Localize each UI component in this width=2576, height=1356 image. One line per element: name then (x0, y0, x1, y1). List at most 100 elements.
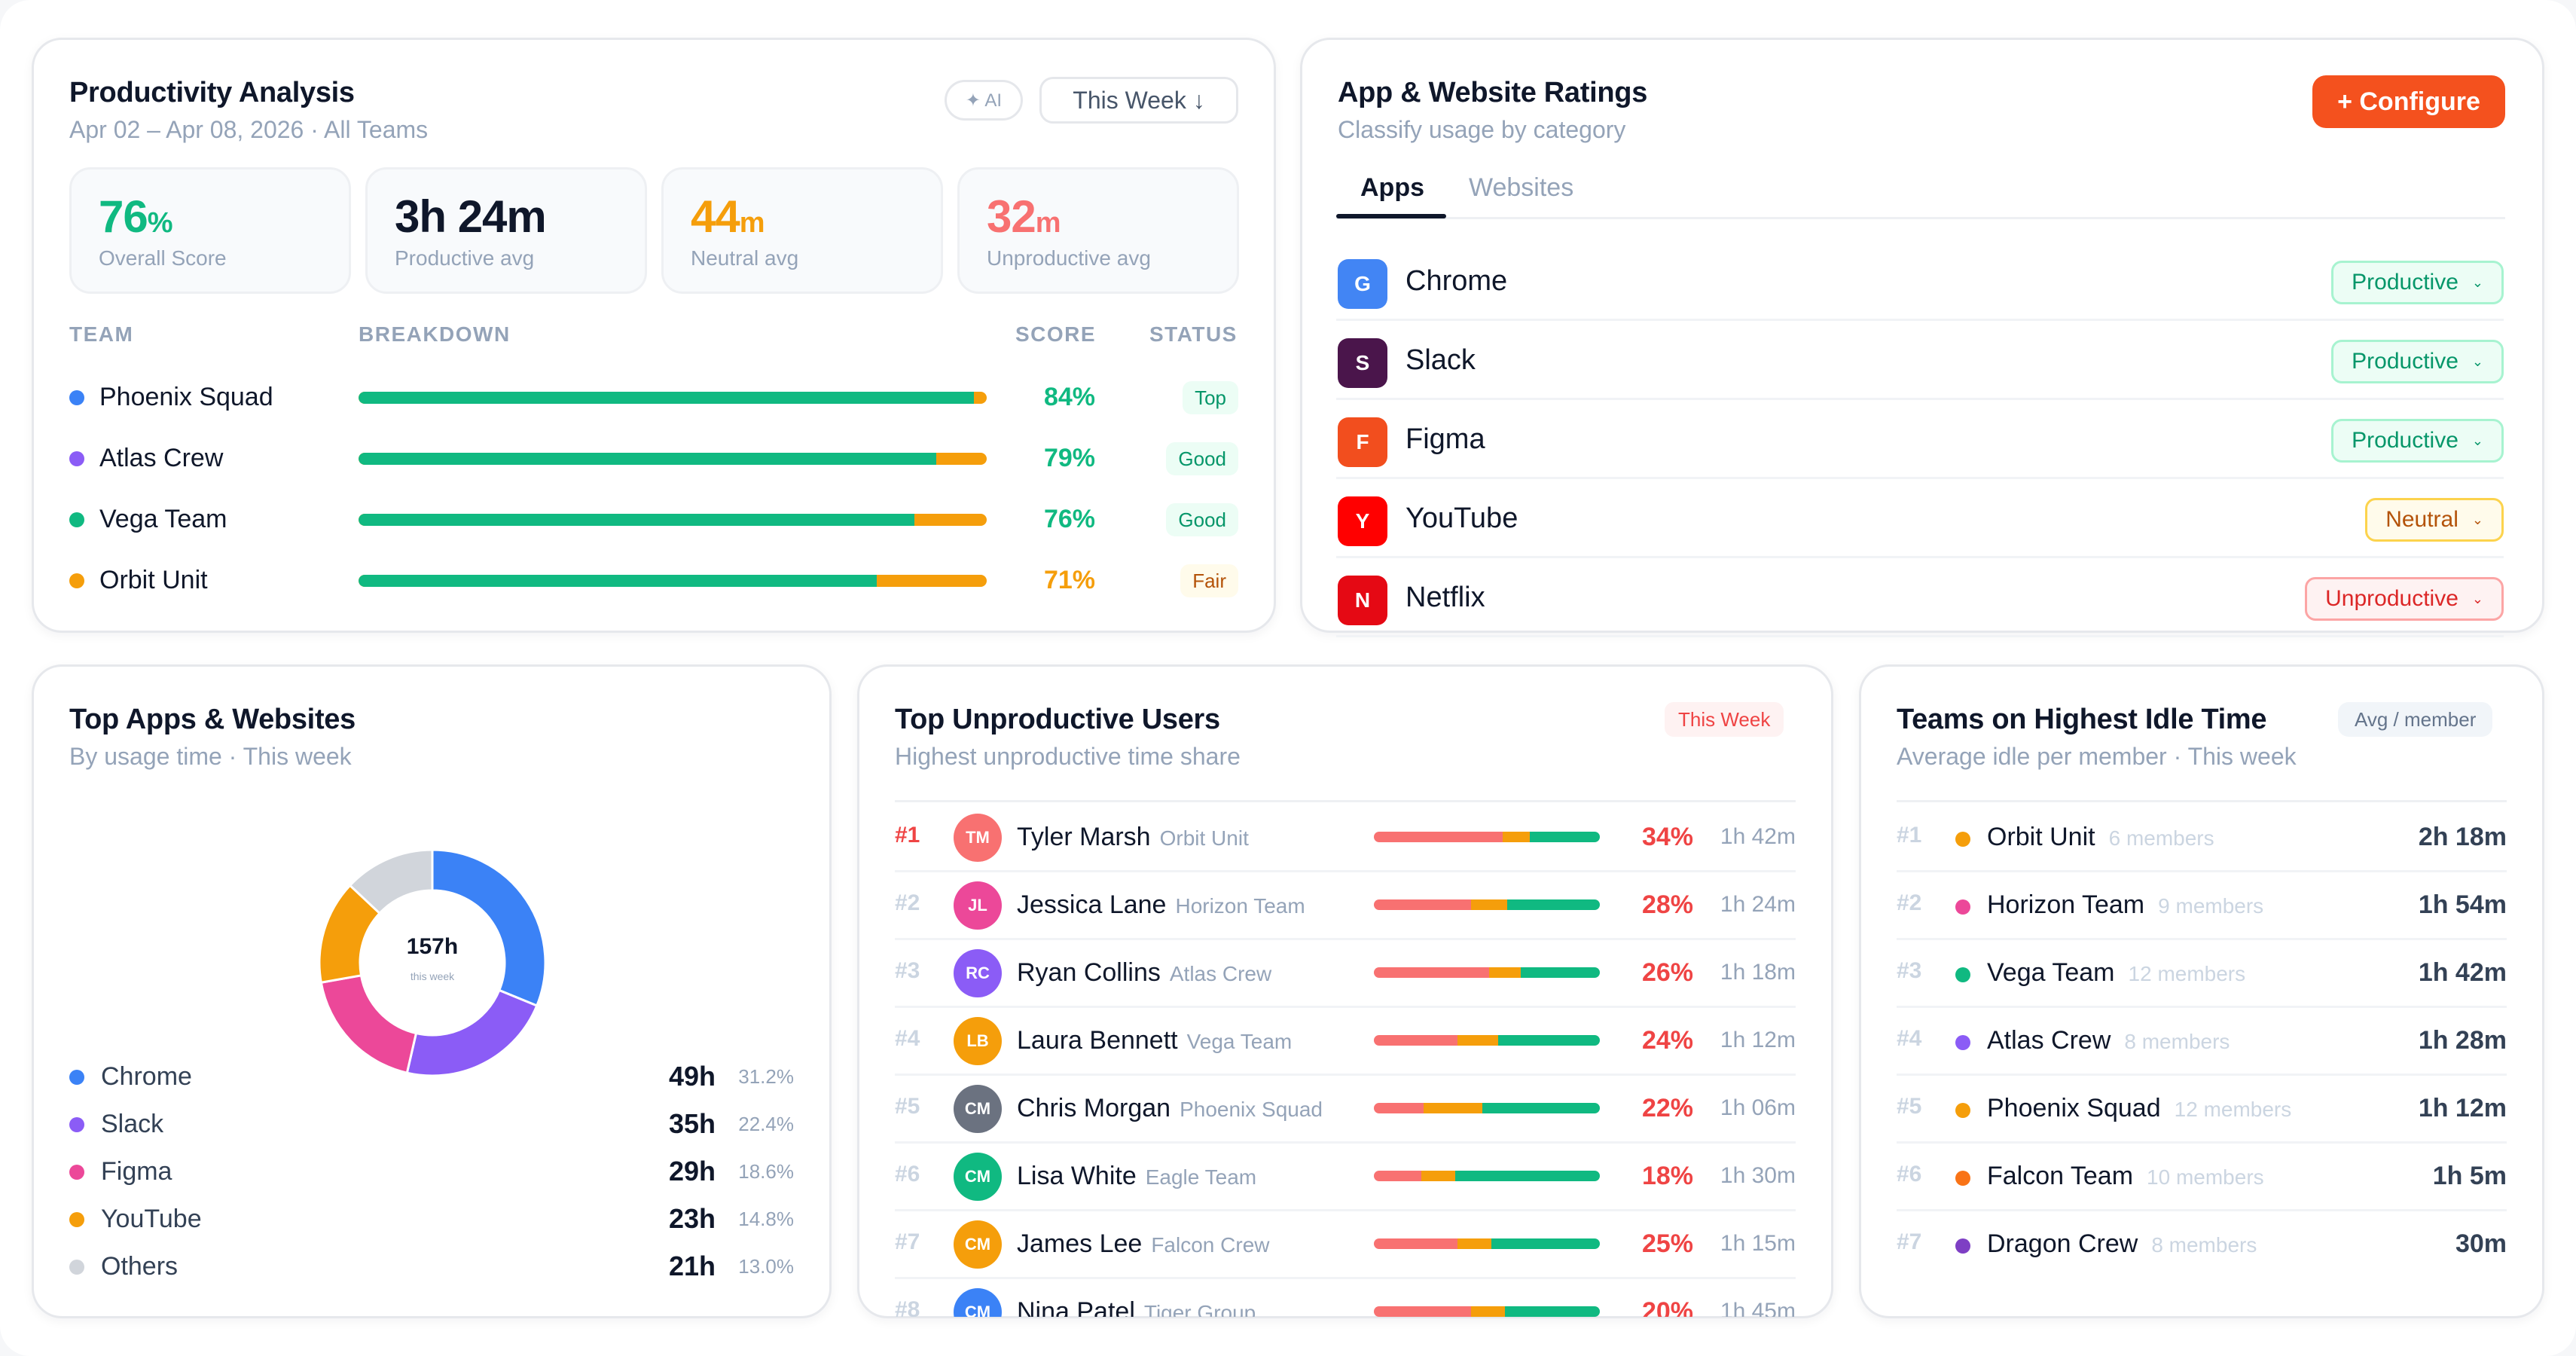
ai-button[interactable]: ✦ AI (945, 80, 1023, 121)
legend-name: YouTube (101, 1205, 202, 1233)
productive-fill (359, 453, 937, 465)
stat-number: 32 (987, 191, 1036, 242)
rating-select[interactable]: Productive ⌄ (2331, 419, 2504, 463)
avatar: CM (954, 1220, 1002, 1269)
team-dot (69, 573, 84, 588)
team-name: Vega Team (99, 505, 227, 533)
chevron-down-icon: ⌄ (2471, 353, 2483, 369)
member-count: 6 members (2108, 826, 2214, 850)
neutral-segment (1503, 832, 1530, 842)
idle-team-name-line: Vega Team 12 members (1987, 958, 2245, 988)
team-row: Atlas Crew 79% Good (69, 436, 1238, 481)
configure-button[interactable]: + Configure (2312, 75, 2505, 128)
productivity-subtitle: Apr 02 – Apr 08, 2026 · All Teams (69, 116, 429, 143)
user-team: Phoenix Squad (1180, 1098, 1323, 1121)
user-rank: #1 (895, 823, 920, 848)
neutral-segment (1457, 1035, 1498, 1046)
rating-select[interactable]: Unproductive ⌄ (2305, 577, 2504, 621)
stat-label: Unproductive avg (987, 246, 1151, 270)
app-name: Chrome (1406, 265, 1508, 297)
this-week-badge: This Week (1665, 702, 1784, 737)
legend-hours: 49h (668, 1061, 716, 1092)
user-percent: 34% (1641, 823, 1693, 851)
top-apps-card (32, 664, 832, 1318)
idle-team-name: Horizon Team (1987, 890, 2145, 919)
stat-value: 32m (987, 191, 1061, 243)
period-select[interactable]: This Week ↓ (1039, 77, 1238, 124)
idle-rank: #6 (1897, 1162, 1922, 1186)
ratings-title: App & Website Ratings (1338, 77, 1648, 108)
member-count: 8 members (2151, 1233, 2257, 1257)
legend-name: Chrome (101, 1062, 192, 1091)
stat-label: Productive avg (395, 246, 535, 270)
user-percent: 26% (1641, 958, 1693, 987)
youtube-app-icon: Y (1338, 496, 1387, 546)
avg-per-member-badge: Avg / member (2338, 702, 2493, 737)
legend-name: Slack (101, 1110, 164, 1138)
app-name: Figma (1406, 423, 1485, 455)
user-percent: 25% (1641, 1229, 1693, 1258)
legend-hours: 29h (668, 1156, 716, 1186)
usage-bar (1374, 1306, 1600, 1317)
user-percent: 20% (1641, 1297, 1693, 1317)
team-dot (1955, 1171, 1970, 1186)
rating-label: Productive (2352, 270, 2458, 295)
rating-select[interactable]: Productive ⌄ (2331, 340, 2504, 383)
tab-apps[interactable]: Apps (1360, 173, 1424, 202)
productive-segment (1505, 1306, 1600, 1317)
idle-rank: #4 (1897, 1026, 1922, 1051)
rating-select[interactable]: Neutral ⌄ (2365, 498, 2504, 542)
team-name: Phoenix Squad (99, 383, 273, 411)
user-name: James Lee (1017, 1229, 1143, 1258)
tab-websites[interactable]: Websites (1469, 173, 1574, 202)
rating-select[interactable]: Productive ⌄ (2331, 261, 2504, 304)
productivity-title: Productivity Analysis (69, 77, 355, 108)
idle-team-name: Falcon Team (1987, 1162, 2134, 1190)
user-team: Falcon Crew (1151, 1233, 1270, 1257)
user-team: Orbit Unit (1159, 826, 1249, 850)
neutral-segment (1471, 899, 1507, 910)
rating-row: N Netflix Unproductive ⌄ (1336, 559, 2504, 637)
member-count: 10 members (2147, 1165, 2264, 1189)
idle-time: 1h 54m (2418, 890, 2507, 919)
stat-number: 76 (99, 191, 148, 242)
legend-item: Chrome 49h 31.2% (69, 1058, 794, 1095)
idle-team-name-line: Phoenix Squad 12 members (1987, 1094, 2291, 1123)
stat-productive-avg: 3h 24m Productive avg (365, 167, 647, 294)
users-list-clip: #1 TM Tyler Marsh Orbit Unit 34% 1h 42m #2 JL Je… (895, 814, 1796, 1317)
idle-team-row: #1 Orbit Unit 6 members 2h 18m (1897, 805, 2507, 872)
status-badge: Good (1166, 503, 1238, 536)
team-dot (1955, 832, 1970, 847)
legend-percent: 18.6% (738, 1160, 794, 1183)
unproductive-segment (1374, 1035, 1457, 1046)
user-row: #2 JL Jessica Lane Horizon Team 28% 1h 24m (895, 872, 1796, 940)
user-rank: #7 (895, 1229, 920, 1254)
idle-rank: #7 (1897, 1229, 1922, 1254)
user-name-line: Jessica Lane Horizon Team (1017, 890, 1305, 920)
stat-value: 76% (99, 191, 173, 243)
productive-segment (1482, 1103, 1600, 1113)
unproductive-segment (1374, 1171, 1421, 1181)
avatar: CM (954, 1153, 1002, 1201)
user-percent: 18% (1641, 1162, 1693, 1190)
team-name: Atlas Crew (99, 444, 224, 472)
slack-app-icon: S (1338, 338, 1387, 388)
stat-overall-score: 76% Overall Score (69, 167, 351, 294)
productive-segment (1491, 1238, 1600, 1249)
idle-team-name: Atlas Crew (1987, 1026, 2111, 1055)
status-badge: Fair (1180, 564, 1238, 597)
idle-team-row: #4 Atlas Crew 8 members 1h 28m (1897, 1008, 2507, 1076)
breakdown-bar (359, 514, 987, 526)
legend-item: Figma 29h 18.6% (69, 1153, 794, 1190)
unproductive-segment (1374, 1306, 1471, 1317)
donut-slice-others (348, 848, 434, 915)
rating-row: G Chrome Productive ⌄ (1336, 243, 2504, 321)
idle-team-name: Phoenix Squad (1987, 1094, 2161, 1122)
user-rank: #6 (895, 1162, 920, 1186)
idle-team-row: #6 Falcon Team 10 members 1h 5m (1897, 1144, 2507, 1211)
user-row: #3 RC Ryan Collins Atlas Crew 26% 1h 18m (895, 940, 1796, 1008)
user-rank: #5 (895, 1094, 920, 1119)
idle-rank: #3 (1897, 958, 1922, 983)
tab-active-indicator (1336, 214, 1446, 218)
donut-total-value: 157h (407, 934, 458, 959)
